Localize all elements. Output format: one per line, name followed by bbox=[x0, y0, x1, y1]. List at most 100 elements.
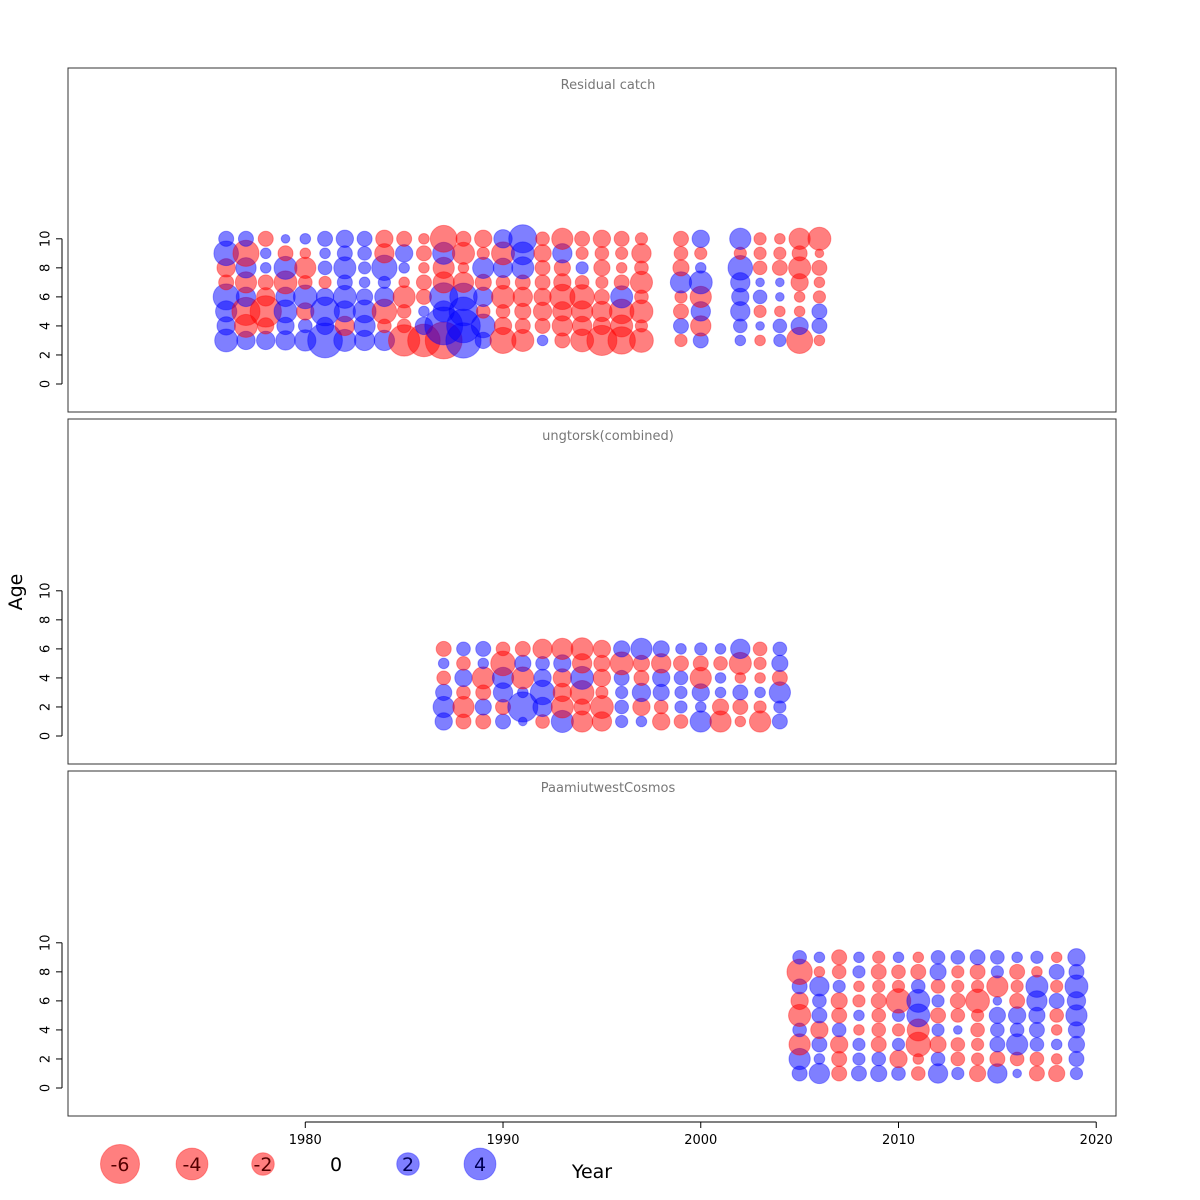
residual-bubble bbox=[694, 262, 707, 274]
residual-bubble bbox=[392, 285, 416, 309]
residual-bubble bbox=[1050, 1053, 1063, 1065]
residual-bubble bbox=[891, 1066, 906, 1081]
residual-bubble bbox=[830, 992, 848, 1010]
residual-bubble bbox=[891, 979, 906, 994]
residual-bubble bbox=[634, 232, 649, 246]
residual-bubble bbox=[694, 246, 708, 260]
residual-bubble bbox=[575, 261, 589, 275]
residual-bubble bbox=[575, 246, 589, 260]
residual-bubble bbox=[1068, 963, 1085, 980]
residual-bubble bbox=[714, 643, 727, 655]
y-tick-label: 8 bbox=[39, 264, 54, 272]
residual-bubble bbox=[474, 229, 493, 248]
residual-bubble bbox=[1028, 1065, 1045, 1082]
residual-bubble bbox=[871, 1008, 887, 1023]
residual-bubble bbox=[535, 231, 550, 247]
residual-bubble bbox=[951, 1066, 965, 1081]
residual-bubble bbox=[771, 669, 788, 686]
residual-bubble bbox=[1029, 1051, 1045, 1067]
residual-bubble bbox=[989, 1050, 1006, 1067]
residual-bubble bbox=[755, 277, 765, 288]
residual-bubble bbox=[831, 1065, 848, 1082]
residual-bubble bbox=[613, 274, 630, 291]
y-axis: 0 2 4 6 8 10 bbox=[39, 231, 63, 388]
residual-bubble bbox=[474, 698, 492, 716]
residual-bubble bbox=[852, 1052, 866, 1066]
residual-bubble bbox=[1029, 1037, 1045, 1052]
residual-bubble bbox=[989, 949, 1005, 965]
residual-bubble bbox=[714, 686, 727, 699]
residual-bubble bbox=[691, 229, 710, 248]
residual-bubble bbox=[299, 247, 312, 260]
residual-bubble bbox=[1067, 1035, 1086, 1054]
residual-bubble bbox=[732, 684, 749, 701]
residual-bubble bbox=[910, 1066, 926, 1081]
residual-bubble bbox=[675, 643, 687, 655]
residual-bubble bbox=[813, 951, 826, 964]
residual-bubble bbox=[534, 259, 551, 276]
residual-bubble bbox=[259, 247, 272, 260]
residual-bubble bbox=[672, 259, 690, 277]
residual-bubble bbox=[635, 715, 648, 728]
residual-bubble bbox=[595, 685, 609, 700]
residual-bubble bbox=[949, 992, 966, 1009]
y-axis: 0 2 4 6 8 10 bbox=[39, 935, 63, 1092]
residual-bubble bbox=[259, 262, 272, 274]
x-axis: 1980 1990 2000 2010 2020 bbox=[289, 1121, 1113, 1148]
residual-bubble bbox=[771, 654, 789, 673]
residual-bubble bbox=[773, 246, 787, 260]
residual-bubble bbox=[335, 229, 355, 248]
residual-bubble bbox=[594, 245, 610, 261]
residual-bubble bbox=[534, 274, 551, 291]
residual-bubble bbox=[574, 230, 591, 247]
y-tick-label: 2 bbox=[39, 703, 54, 711]
residual-bubble bbox=[813, 966, 826, 978]
residual-bubble bbox=[753, 700, 767, 714]
residual-bubble bbox=[299, 232, 312, 245]
residual-bubble bbox=[452, 271, 475, 294]
residual-bubble bbox=[853, 951, 865, 964]
residual-bubble bbox=[396, 230, 413, 247]
residual-bubble bbox=[813, 276, 826, 289]
residual-bubble bbox=[471, 666, 495, 690]
residual-bubble bbox=[694, 701, 707, 713]
residual-bubble bbox=[752, 260, 768, 276]
residual-bubble bbox=[692, 655, 709, 672]
residual-bubble bbox=[396, 318, 412, 334]
residual-bubble bbox=[455, 230, 472, 247]
residual-bubble bbox=[793, 291, 806, 303]
residual-bubble bbox=[237, 230, 254, 247]
residual-bubble bbox=[1007, 1006, 1027, 1025]
residual-bubble bbox=[891, 1037, 906, 1052]
residual-bubble bbox=[748, 710, 772, 733]
residual-bubble bbox=[853, 1024, 865, 1036]
residual-bubble bbox=[968, 1064, 987, 1083]
residual-bubble bbox=[970, 1052, 985, 1066]
residual-bubble bbox=[852, 965, 866, 979]
residual-bubble bbox=[812, 290, 827, 304]
residual-bubble bbox=[774, 232, 786, 245]
legend-bubble bbox=[251, 1152, 275, 1176]
residual-bubble bbox=[1048, 992, 1065, 1009]
residual-bubble bbox=[729, 227, 752, 250]
residual-bubble bbox=[989, 1036, 1006, 1053]
panel-title: PaamiutwestCosmos bbox=[541, 781, 676, 796]
residual-bubble bbox=[435, 683, 453, 702]
residual-bubble bbox=[533, 287, 552, 307]
residual-bubble bbox=[1048, 1064, 1066, 1083]
residual-bubble bbox=[1050, 1024, 1063, 1036]
residual-bubble bbox=[772, 318, 788, 334]
residual-bubble bbox=[950, 949, 966, 965]
residual-bubble bbox=[551, 637, 574, 661]
panel: PaamiutwestCosmos 0 2 4 6 8 10 bbox=[39, 770, 1117, 1117]
residual-bubble bbox=[418, 232, 430, 245]
residual-bubble bbox=[615, 262, 628, 274]
legend-label: 2 bbox=[402, 1154, 414, 1176]
legend-bubble bbox=[99, 1143, 141, 1185]
residual-bubble bbox=[775, 277, 785, 288]
residual-bubble bbox=[631, 243, 652, 264]
residual-bubble bbox=[734, 334, 747, 347]
residual-bubble bbox=[752, 289, 768, 305]
residual-bubble bbox=[853, 980, 865, 993]
